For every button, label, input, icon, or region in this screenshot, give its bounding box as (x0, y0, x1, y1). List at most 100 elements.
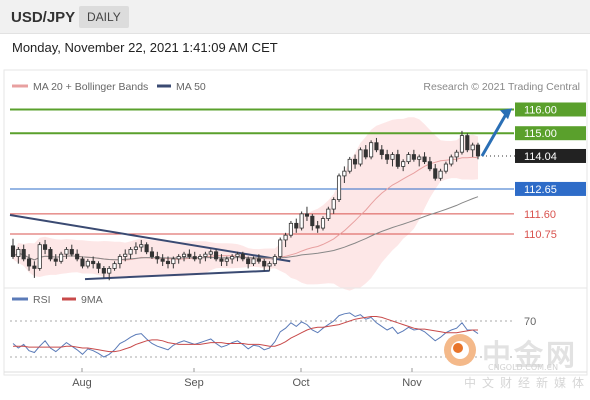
candle-body (43, 245, 46, 250)
projection-arrow (482, 114, 506, 156)
candle-body (230, 257, 233, 259)
level-label-support: 111.60 (524, 209, 556, 221)
candle-body (359, 150, 362, 164)
candle-body (353, 159, 356, 164)
candle-body (466, 136, 469, 150)
candle-body (102, 268, 105, 273)
candle-body (214, 252, 217, 259)
candle-body (369, 143, 372, 157)
candle-body (182, 254, 185, 256)
candle-body (166, 261, 169, 263)
watermark-logo-icon (442, 332, 478, 368)
candle-body (193, 257, 196, 259)
legend-9ma-label: 9MA (81, 294, 103, 306)
x-tick-label: Nov (402, 377, 422, 389)
candle-body (300, 214, 303, 228)
level-label-pivot: 112.65 (524, 184, 557, 196)
candle-body (22, 249, 25, 258)
candle-body (289, 223, 292, 235)
level-label-last-price: 114.04 (524, 151, 557, 163)
legend-ma50-label: MA 50 (176, 81, 206, 93)
candle-body (343, 171, 346, 176)
candle-body (38, 245, 41, 269)
candle-body (70, 249, 73, 254)
x-tick-label: Sep (184, 377, 204, 389)
candle-body (380, 150, 383, 155)
candle-body (49, 249, 52, 258)
legend-rsi-label: RSI (33, 294, 51, 306)
candle-body (156, 257, 159, 259)
level-label-resistance: 115.00 (524, 128, 557, 140)
candle-body (59, 254, 62, 261)
candle-body (134, 247, 137, 249)
candle-body (428, 162, 431, 169)
level-label-support: 110.75 (524, 229, 557, 241)
candle-body (225, 259, 228, 261)
candle-body (284, 235, 287, 240)
candle-body (273, 257, 276, 264)
candle-body (247, 259, 250, 264)
candle-body (113, 264, 116, 269)
candle-body (124, 254, 127, 256)
candle-body (241, 254, 244, 259)
candle-body (204, 254, 207, 256)
candle-body (188, 254, 191, 256)
candle-body (364, 150, 367, 157)
candle-body (263, 261, 266, 266)
candle-body (161, 259, 164, 261)
candle-body (198, 257, 201, 259)
level-label-target: 116.00 (524, 104, 557, 116)
rsi-series-line (13, 313, 478, 357)
candle-body (444, 164, 447, 171)
candle-body (92, 261, 95, 263)
candle-body (348, 159, 351, 171)
candle-body (385, 155, 388, 160)
candle-body (279, 240, 282, 257)
candle-body (471, 145, 474, 150)
candle-body (140, 245, 143, 247)
candle-body (391, 155, 394, 160)
candle-body (316, 226, 319, 228)
candle-body (332, 200, 335, 209)
candle-body (375, 143, 378, 150)
candle-body (65, 249, 68, 254)
candle-body (305, 214, 308, 216)
candle-body (257, 259, 260, 261)
watermark-url: CNGOLD.COM.CN (488, 363, 558, 372)
candle-body (97, 264, 100, 269)
candle-body (252, 259, 255, 264)
candle-body (476, 145, 479, 156)
candle-body (311, 216, 314, 225)
candle-body (75, 254, 78, 259)
candle-body (407, 155, 410, 162)
candle-body (418, 157, 421, 159)
candle-body (268, 264, 271, 266)
candle-body (17, 249, 20, 256)
watermark-tagline: 中文财经新媒体 (464, 374, 590, 391)
candle-body (236, 254, 239, 256)
rsi-tick-label: 70 (524, 316, 536, 328)
candle-body (27, 259, 30, 266)
candle-body (396, 155, 399, 167)
candle-body (220, 259, 223, 261)
candle-body (402, 162, 405, 167)
candle-body (450, 157, 453, 164)
x-tick-label: Aug (72, 377, 92, 389)
candle-body (86, 261, 89, 266)
level-labels: 116.00 115.00 114.04 112.65 111.60 110.75 (515, 102, 586, 241)
watermark: 中金网 CNGOLD.COM.CN 中文财经新媒体 (442, 330, 590, 396)
candle-body (145, 245, 148, 252)
candle-body (327, 209, 330, 218)
candle-body (439, 171, 442, 178)
candle-body (209, 252, 212, 254)
candle-body (337, 176, 340, 200)
candle-body (54, 259, 57, 261)
candle-body (11, 246, 14, 257)
candle-body (434, 169, 437, 178)
candle-body (295, 223, 298, 228)
candle-body (81, 259, 84, 266)
candle-body (460, 136, 463, 153)
candle-body (321, 219, 324, 228)
candle-body (33, 266, 36, 268)
candle-body (118, 257, 121, 264)
